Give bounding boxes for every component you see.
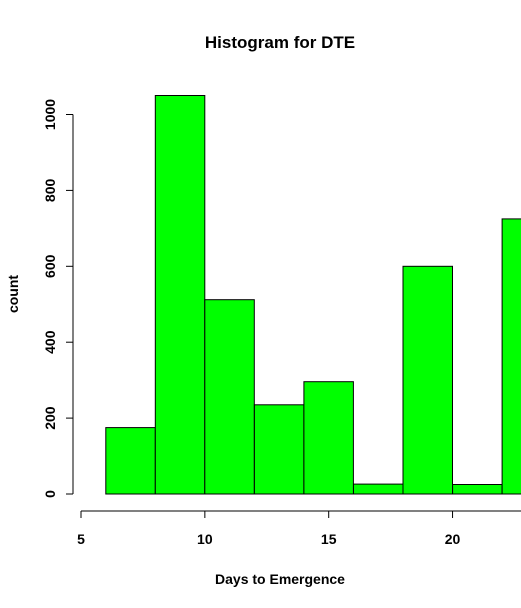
x-tick-label: 10	[197, 531, 213, 547]
histogram-bar-9	[501, 218, 521, 495]
y-tick-label: 1000	[42, 99, 58, 130]
histogram-bar-2	[154, 95, 206, 495]
y-axis-label: count	[5, 275, 21, 313]
histogram-bar-6	[353, 483, 404, 495]
y-tick-label: 600	[42, 254, 58, 278]
y-axis: 0 200 400 600 800 1000	[42, 99, 74, 498]
y-tick-label: 0	[42, 490, 58, 498]
histogram-bar-4	[253, 404, 305, 495]
y-tick-label: 400	[42, 330, 58, 354]
histogram-bar-8	[452, 484, 503, 495]
bars-group	[105, 95, 521, 495]
x-tick-label: 15	[321, 531, 337, 547]
y-tick-label: 800	[42, 179, 58, 203]
histogram-bar-1	[105, 427, 156, 495]
x-axis: 5101520253035	[77, 510, 521, 547]
y-tick-label: 200	[42, 406, 58, 430]
x-tick-label: 5	[77, 531, 85, 547]
chart-title: Histogram for DTE	[205, 33, 355, 52]
histogram-bar-3	[204, 299, 255, 495]
histogram-bar-7	[402, 265, 453, 495]
x-axis-label: Days to Emergence	[215, 571, 345, 587]
histogram-bar-5	[303, 381, 354, 495]
x-tick-label: 20	[445, 531, 461, 547]
